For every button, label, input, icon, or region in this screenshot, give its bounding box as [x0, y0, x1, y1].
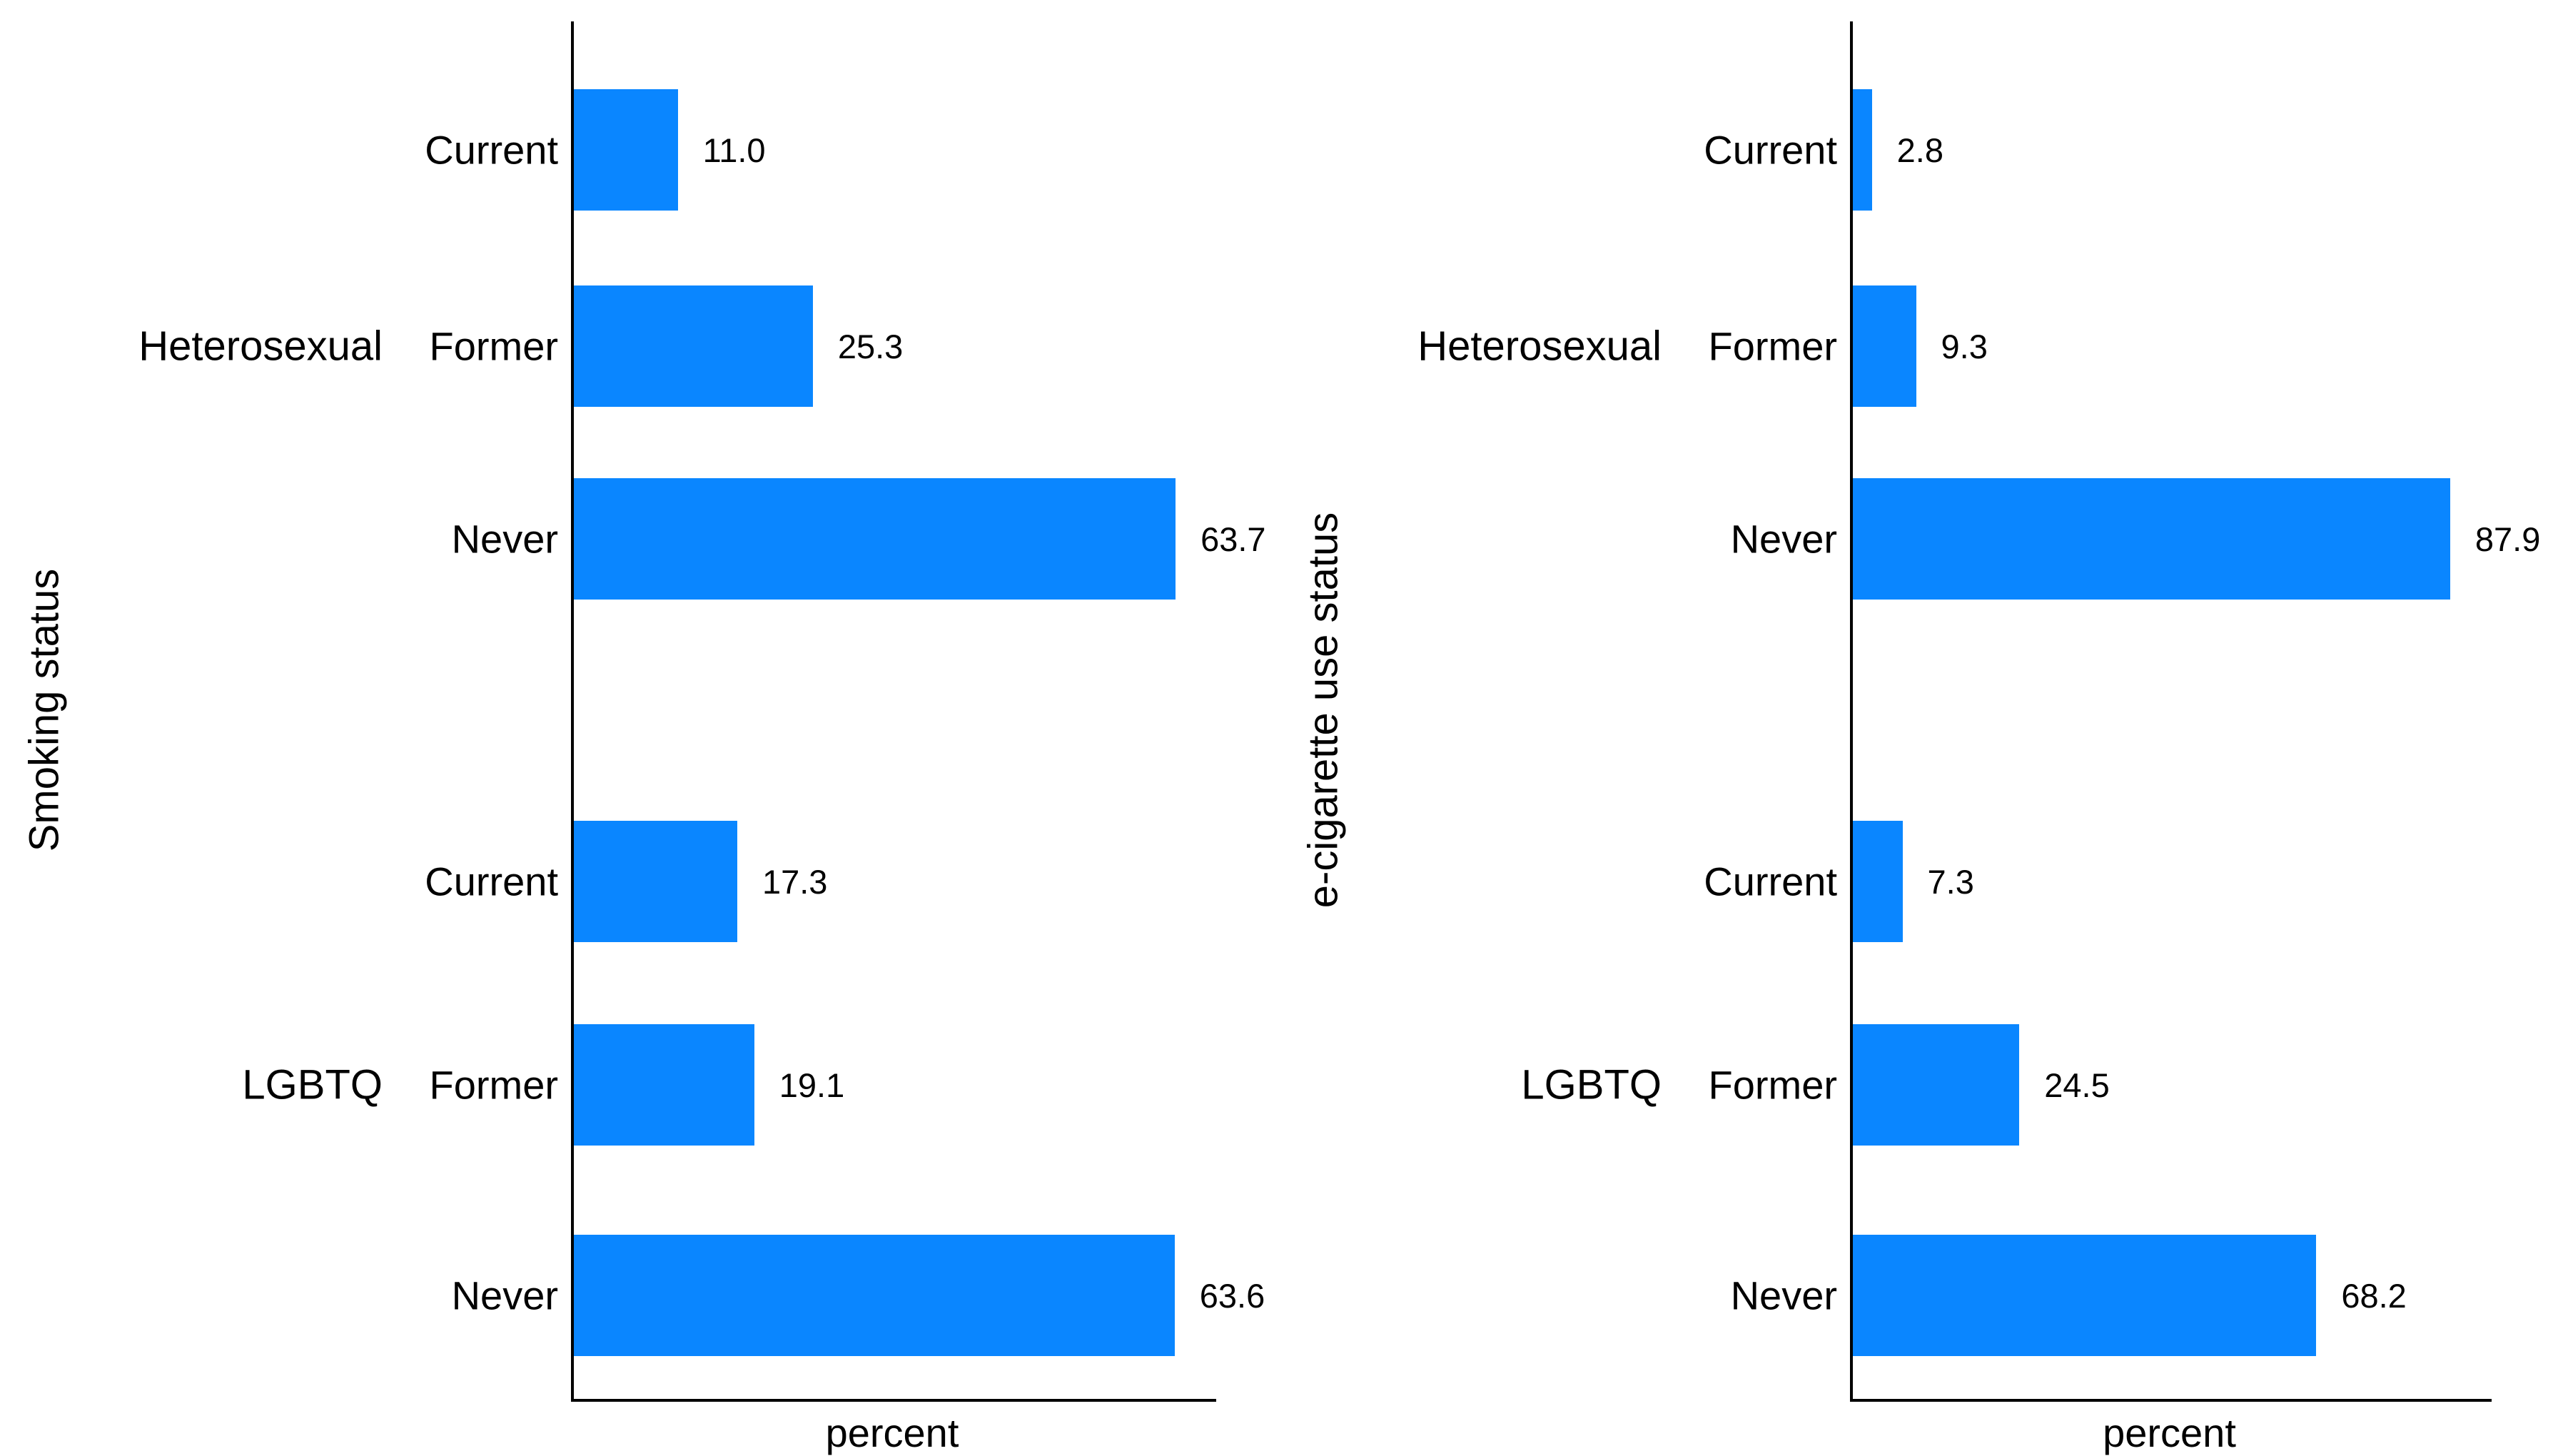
x-axis-title: percent: [2103, 1410, 2236, 1455]
bar: [1853, 1024, 2020, 1146]
y-axis-title: e-cigarette use status: [1300, 512, 1347, 909]
bar: [574, 478, 1176, 600]
bar: [1853, 89, 1872, 211]
value-label: 19.1: [779, 1066, 845, 1104]
value-label: 24.5: [2044, 1066, 2110, 1104]
bar: [1853, 1235, 2317, 1356]
category-label: Current: [425, 127, 558, 173]
bar: [1853, 478, 2450, 600]
bar-row: Never 63.6: [452, 1235, 1265, 1356]
value-label: 2.8: [1896, 131, 1943, 169]
value-label: 17.3: [762, 862, 828, 901]
chart-smoking-status: Smoking status Current 11.0 Heterosexual…: [0, 0, 1279, 1455]
value-label: 68.2: [2341, 1276, 2407, 1315]
bar-row: Never 87.9: [1731, 478, 2540, 600]
category-label: Never: [1730, 516, 1837, 562]
bar-row: Heterosexual Former 9.3: [1417, 285, 2492, 407]
bar-row: LGBTQ Former 19.1: [242, 1024, 1216, 1146]
bar: [574, 1024, 754, 1146]
bar-row: Current 17.3: [425, 821, 1216, 942]
group-label: Heterosexual: [1417, 323, 1662, 370]
value-label: 9.3: [1941, 327, 1988, 365]
value-label: 63.6: [1199, 1276, 1265, 1315]
x-axis-title: percent: [825, 1410, 959, 1455]
category-label: Never: [451, 1273, 558, 1318]
category-label: Never: [1730, 1273, 1837, 1318]
bar-row: LGBTQ Former 24.5: [1521, 1024, 2492, 1146]
category-label: Former: [1708, 323, 1837, 369]
category-label: Former: [1708, 1062, 1837, 1108]
category-label: Current: [425, 859, 558, 904]
bar: [574, 821, 737, 942]
group-label: LGBTQ: [242, 1061, 383, 1108]
bar-row: Heterosexual Former 25.3: [138, 285, 1216, 407]
bar: [574, 1235, 1175, 1356]
bar-row: Never 68.2: [1731, 1235, 2492, 1356]
value-label: 11.0: [702, 131, 766, 169]
bar: [1853, 285, 1916, 407]
value-label: 63.7: [1200, 520, 1266, 558]
value-label: 87.9: [2474, 520, 2541, 558]
y-axis-title: Smoking status: [21, 568, 68, 852]
bar: [574, 89, 678, 211]
chart-ecigarette-use-status: e-cigarette use status Current 2.8 Heter…: [1279, 0, 2558, 1455]
plot-area: Current 2.8 Heterosexual Former 9.3 Neve…: [1417, 21, 2540, 1402]
group-label: LGBTQ: [1521, 1061, 1662, 1108]
bar-row: Current 7.3: [1704, 821, 2492, 942]
bar-row: Current 11.0: [425, 89, 1216, 211]
group-label: Heterosexual: [138, 323, 383, 370]
value-label: 25.3: [837, 327, 904, 365]
category-label: Former: [429, 1062, 558, 1108]
value-label: 7.3: [1927, 862, 1974, 901]
category-label: Current: [1704, 859, 1837, 904]
bar: [1853, 821, 1903, 942]
plot-area: Current 11.0 Heterosexual Former 25.3 Ne…: [138, 21, 1266, 1402]
bar-row: Never 63.7: [452, 478, 1266, 600]
bar: [574, 285, 813, 407]
category-label: Current: [1704, 127, 1837, 173]
category-label: Never: [451, 516, 558, 562]
category-label: Former: [429, 323, 558, 369]
bar-row: Current 2.8: [1704, 89, 2492, 211]
